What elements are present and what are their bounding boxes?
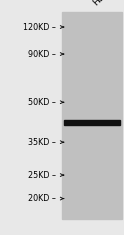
- Text: 90KD –: 90KD –: [28, 50, 56, 59]
- Text: 120KD –: 120KD –: [23, 23, 56, 31]
- Text: 50KD –: 50KD –: [28, 98, 56, 107]
- Bar: [64, 120, 120, 125]
- Text: HL60: HL60: [91, 0, 114, 7]
- Text: 25KD –: 25KD –: [28, 171, 56, 180]
- Text: 35KD –: 35KD –: [28, 138, 56, 147]
- Text: 20KD –: 20KD –: [28, 194, 56, 203]
- Bar: [62, 12, 122, 219]
